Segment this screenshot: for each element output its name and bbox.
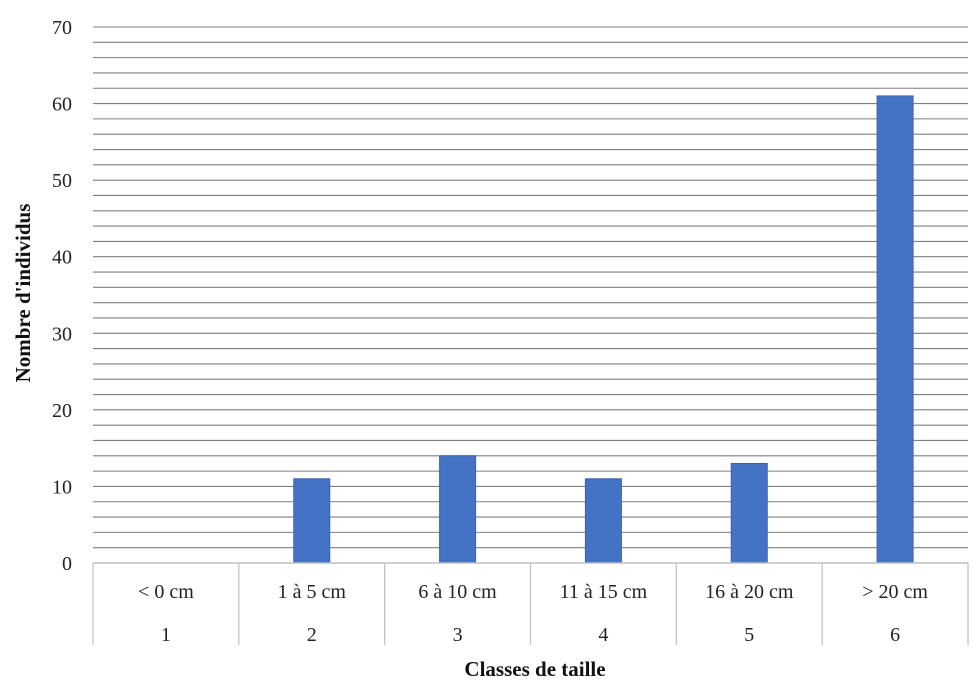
x-tick-number: 3 <box>453 624 463 646</box>
x-axis: < 0 cm 1 1 à 5 cm 2 6 à 10 cm 3 11 à 15 cm 4 16 … <box>92 562 969 646</box>
bar <box>730 462 768 564</box>
bar <box>293 478 331 564</box>
y-tick-label: 10 <box>52 476 72 498</box>
x-tick-number: 4 <box>598 624 608 646</box>
bar <box>584 478 622 564</box>
y-tick-label: 40 <box>52 247 72 269</box>
y-tick-label: 0 <box>62 553 72 575</box>
x-tick-number: 6 <box>890 624 900 646</box>
x-tick-number: 5 <box>744 624 754 646</box>
y-axis-title: Nombre d'individus <box>11 204 35 383</box>
x-tick-label: 11 à 15 cm <box>560 581 648 603</box>
bar <box>876 95 914 564</box>
gridlines <box>93 26 968 549</box>
x-tick-label: < 0 cm <box>138 581 194 603</box>
y-tick-label: 50 <box>52 170 72 192</box>
y-tick-label: 30 <box>52 323 72 345</box>
y-tick-label: 60 <box>52 94 72 116</box>
x-tick-label: 1 à 5 cm <box>278 581 347 603</box>
x-tick-label: 6 à 10 cm <box>418 581 497 603</box>
y-axis-ticks: 0 10 20 30 40 50 60 70 <box>52 17 72 575</box>
x-axis-title: Classes de taille <box>464 657 605 681</box>
bars <box>293 95 914 564</box>
bar <box>439 455 477 564</box>
x-tick-label: > 20 cm <box>862 581 928 603</box>
x-tick-number: 1 <box>161 624 171 646</box>
y-tick-label: 70 <box>52 17 72 39</box>
x-tick-number: 2 <box>307 624 317 646</box>
x-tick-label: 16 à 20 cm <box>705 581 794 603</box>
y-tick-label: 20 <box>52 400 72 422</box>
